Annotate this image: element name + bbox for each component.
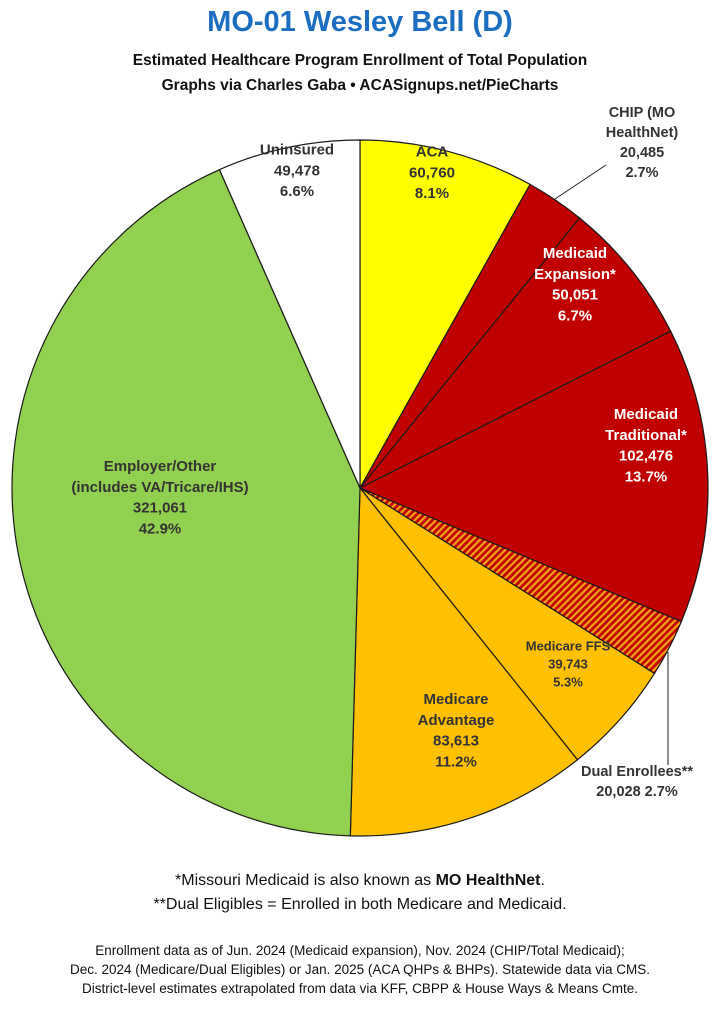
slice-label-employer-other-includes-va-tricare-ihs: Employer/Other (includes VA/Tricare/IHS) 3… xyxy=(71,458,248,537)
pie-slice-employer-other-includes-va-tricare-ihs xyxy=(11,168,361,837)
slice-label-medicaid-traditional: Medicaid Traditional* 102,476 13.7% xyxy=(605,406,687,485)
footnote-medicaid-bold: MO HealthNet xyxy=(435,872,541,889)
pie-slice-aca xyxy=(359,139,531,491)
leader-line-chip-mo-healthnet xyxy=(554,164,607,200)
footnote-dual: **Dual Eligibles = Enrolled in both Medi… xyxy=(153,896,567,913)
chart-title: MO-01 Wesley Bell (D) xyxy=(207,6,513,38)
chart-subtitle: Estimated Healthcare Program Enrollment … xyxy=(132,52,588,69)
pie-chart: ACA 60,760 8.1% CHIP (MO HealthNet) 20,485 2.7… xyxy=(11,105,709,837)
slice-label-dual-enrollees: Dual Enrollees** 20,028 2.7% xyxy=(581,764,693,800)
source-line-3: District-level estimates extrapolated fr… xyxy=(82,981,638,996)
slice-label-chip-mo-healthnet: CHIP (MO HealthNet) 20,485 2.7% xyxy=(606,105,679,181)
slice-label-medicare-advantage: Medicare Advantage 83,613 11.2% xyxy=(418,691,495,770)
pie-slice-medicare-advantage xyxy=(349,486,579,837)
pie-slice-uninsured xyxy=(218,139,361,489)
source-line-1: Enrollment data as of Jun. 2024 (Medicai… xyxy=(95,943,625,958)
footnote-medicaid: *Missouri Medicaid is also known as MO H… xyxy=(175,872,545,889)
pie-slice-medicaid-traditional xyxy=(358,330,709,623)
source-line-2: Dec. 2024 (Medicare/Dual Eligibles) or J… xyxy=(70,962,650,977)
slice-label-uninsured: Uninsured 49,478 6.6% xyxy=(260,142,334,200)
slice-label-medicaid-expansion: Medicaid Expansion* 50,051 6.7% xyxy=(534,245,616,324)
chart-credit: Graphs via Charles Gaba • ACASignups.net… xyxy=(161,77,559,94)
pie-slice-medicaid-expansion xyxy=(359,217,672,489)
slice-label-aca: ACA 60,760 8.1% xyxy=(409,144,455,202)
slice-label-medicare-ffs: Medicare FFS 39,743 5.3% xyxy=(526,639,611,690)
